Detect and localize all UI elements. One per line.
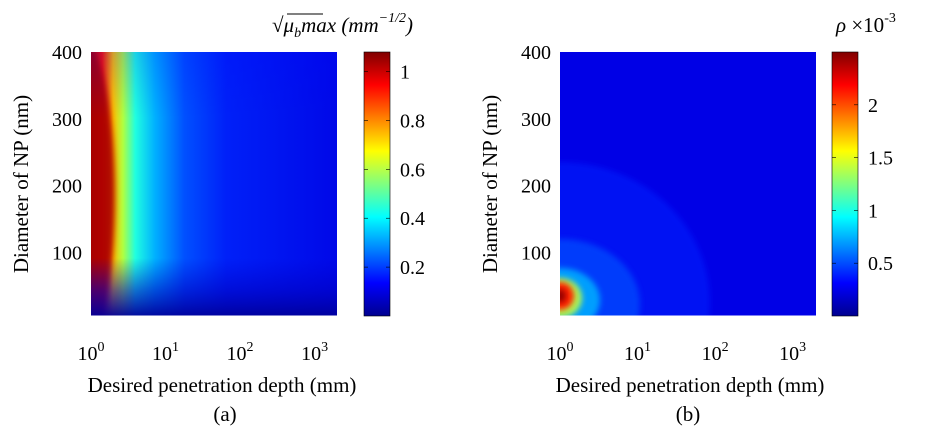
x-tick-label: 103: [779, 340, 806, 365]
x-axis-label: Desired penetration depth (mm): [556, 373, 825, 397]
x-tick-label: 100: [78, 340, 105, 365]
colorbar-tick-label: 1.5: [868, 148, 893, 170]
x-tick-base: 10: [301, 343, 321, 365]
x-tick-base: 10: [702, 343, 722, 365]
unit-exp: −1/2: [379, 11, 406, 26]
x-tick-label: 100: [547, 340, 574, 365]
x-tick-base: 10: [78, 343, 98, 365]
colorbar-tick-label: 0.5: [868, 253, 893, 275]
x-tick-label: 101: [152, 340, 179, 365]
x-tick-exp: 1: [172, 340, 179, 355]
x-tick-label: 102: [227, 340, 254, 365]
colorbar-tick-label: 1: [400, 62, 410, 84]
x-tick-base: 10: [547, 343, 567, 365]
lobe-red: [560, 281, 574, 310]
colorbar-tick-label: 0.6: [400, 159, 425, 181]
colorbar-tick-label: 1: [868, 200, 878, 222]
bottom-fade: [91, 52, 337, 316]
heatmap-field: [560, 52, 816, 316]
x-axis-label: Desired penetration depth (mm): [88, 373, 357, 397]
unit-close: ): [405, 13, 413, 37]
colorbar-title: √μbmax (mm−1/2): [272, 11, 413, 41]
x-tick-exp: 3: [321, 340, 328, 355]
y-tick-label: 100: [52, 243, 82, 265]
unit-open: (mm: [336, 13, 379, 37]
y-tick-label: 300: [52, 109, 82, 131]
colorbar-title: ρ ×10-3: [835, 11, 896, 37]
x-tick-exp: 0: [567, 340, 574, 355]
x-tick-exp: 0: [98, 340, 105, 355]
y-axis-label: Diameter of NP (nm): [9, 95, 33, 273]
multiplier: ×10: [846, 13, 884, 37]
x-tick-label: 102: [702, 340, 729, 365]
colorbar-tick-label: 0.2: [400, 257, 425, 279]
x-tick-base: 10: [624, 343, 644, 365]
x-tick-exp: 2: [722, 340, 729, 355]
y-tick-label: 200: [521, 176, 551, 198]
x-tick-base: 10: [779, 343, 799, 365]
y-tick-label: 400: [52, 42, 82, 64]
x-tick-base: 10: [227, 343, 247, 365]
x-tick-exp: 1: [644, 340, 651, 355]
rho-symbol: ρ: [835, 13, 846, 37]
sqrt-symbol: √: [272, 13, 284, 37]
colorbar: [831, 51, 859, 317]
peak-spot: [560, 288, 566, 303]
y-tick-label: 100: [521, 243, 551, 265]
multiplier-exp: -3: [884, 11, 896, 26]
mu-subscript: b: [294, 26, 301, 41]
x-tick-base: 10: [152, 343, 172, 365]
x-tick-exp: 2: [247, 340, 254, 355]
heatmap-field: [91, 52, 337, 316]
panel-label: (a): [213, 402, 236, 426]
colorbar-tick-label: 2: [868, 95, 878, 117]
colorbar-tick-label: 0.8: [400, 110, 425, 132]
x-tick-exp: 3: [799, 340, 806, 355]
x-tick-label: 103: [301, 340, 328, 365]
y-tick-label: 300: [521, 109, 551, 131]
x-tick-label: 101: [624, 340, 651, 365]
max-text: max: [301, 13, 337, 37]
y-axis-label: Diameter of NP (nm): [478, 95, 502, 273]
colorbar-tick-label: 0.4: [400, 208, 425, 230]
colorbar: [363, 51, 391, 317]
mu-symbol: μ: [283, 13, 295, 37]
y-tick-label: 400: [521, 42, 551, 64]
y-tick-label: 200: [52, 176, 82, 198]
panel-label: (b): [676, 402, 701, 426]
